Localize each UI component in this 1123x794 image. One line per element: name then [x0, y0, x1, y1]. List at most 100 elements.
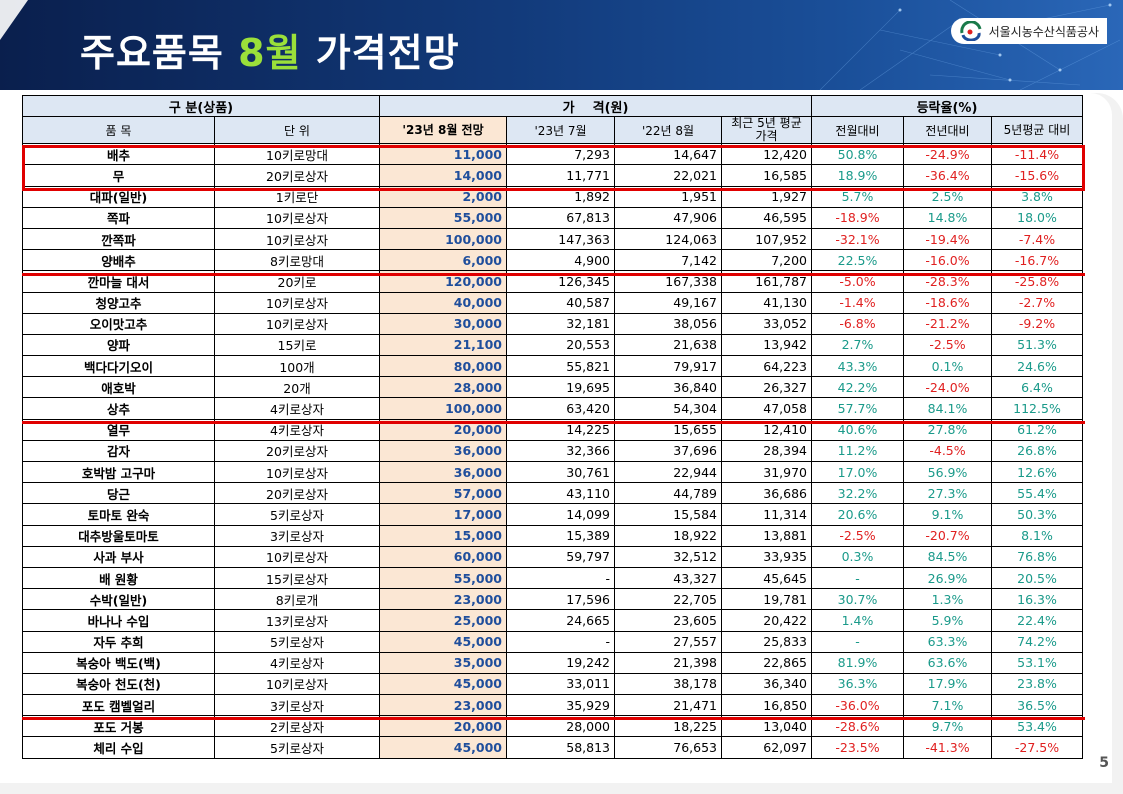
cell-vs5: 8.1% [991, 524, 1083, 547]
cell-item: 자두 추희 [22, 630, 215, 653]
cell-forecast: 57,000 [379, 482, 507, 505]
cell-aug22: 47,906 [614, 206, 722, 229]
cell-vs5: -11.4% [991, 143, 1083, 166]
cell-item: 복숭아 백도(백) [22, 651, 215, 674]
cell-aug22: 49,167 [614, 291, 722, 314]
cell-aug22: 32,512 [614, 545, 722, 568]
cell-yoy: 1.3% [903, 588, 992, 611]
cell-aug22: 38,056 [614, 312, 722, 335]
cell-vs5: 74.2% [991, 630, 1083, 653]
cell-unit: 4키로상자 [214, 397, 380, 420]
cell-vs5: 23.8% [991, 672, 1083, 696]
cell-jul23: 14,099 [506, 503, 615, 526]
cell-yoy: -24.0% [903, 376, 992, 399]
cell-unit: 8키로망대 [214, 249, 380, 272]
table-row: 애호박 20개 28,000 19,695 36,840 26,327 42.2% -24.0… [22, 376, 1083, 399]
cell-avg5: 33,052 [721, 312, 812, 335]
price-forecast-table: 구 분(상품) 가 격(원) 등락율(%) 품 목 단 위 '23년 8월 전망… [22, 94, 1083, 759]
cell-mom: 43.3% [811, 355, 904, 378]
cell-aug22: 124,063 [614, 227, 722, 251]
cell-yoy: 84.1% [903, 397, 992, 420]
table-row: 자두 추희 5키로상자 45,000-27,557 25,833-63.3% 74.2% [22, 630, 1083, 653]
cell-item: 깐쪽파 [22, 227, 215, 251]
cell-unit: 15키로상자 [214, 566, 380, 590]
cell-forecast: 25,000 [379, 609, 507, 632]
cell-aug22: 21,638 [614, 333, 722, 357]
cell-mom: -1.4% [811, 291, 904, 314]
header-banner: 주요품목 8월 가격전망 서울시농수산식품공사 [0, 0, 1123, 90]
cell-jul23: - [506, 566, 615, 590]
cell-jul23: 58,813 [506, 736, 615, 759]
cell-forecast: 21,100 [379, 333, 507, 357]
cell-unit: 20키로상자 [214, 164, 380, 187]
cell-mom: 30.7% [811, 588, 904, 611]
cell-jul23: 147,363 [506, 227, 615, 251]
cell-yoy: 9.1% [903, 503, 992, 526]
cell-avg5: 31,970 [721, 460, 812, 484]
cell-aug22: 15,584 [614, 503, 722, 526]
cell-mom: -23.5% [811, 736, 904, 759]
cell-mom: -6.8% [811, 312, 904, 335]
cell-yoy: -19.4% [903, 227, 992, 251]
cell-aug22: 79,917 [614, 355, 722, 378]
cell-item: 사과 부사 [22, 545, 215, 568]
cell-vs5: 51.3% [991, 333, 1083, 357]
cell-avg5: 36,340 [721, 672, 812, 696]
cell-aug22: 76,653 [614, 736, 722, 759]
page-number: 5 [1099, 755, 1109, 771]
cell-item: 애호박 [22, 376, 215, 399]
cell-jul23: 15,389 [506, 524, 615, 547]
cell-forecast: 15,000 [379, 524, 507, 547]
table-row: 감자 20키로상자 36,000 32,366 37,696 28,394 11.2% -4.… [22, 439, 1083, 463]
table-body: 배추 10키로망대 11,000 7,293 14,647 12,420 50.8% -24.… [22, 143, 1083, 759]
cell-forecast: 20,000 [379, 418, 507, 441]
table-row: 바나나 수입 13키로상자 25,000 24,665 23,605 20,422 1.4%… [22, 609, 1083, 632]
cell-forecast: 55,000 [379, 566, 507, 590]
cell-unit: 10키로상자 [214, 460, 380, 484]
cell-yoy: 7.1% [903, 694, 992, 717]
cell-mom: 50.8% [811, 143, 904, 166]
cell-item: 수박(일반) [22, 588, 215, 611]
cell-item: 복숭아 천도(천) [22, 672, 215, 696]
cell-yoy: 26.9% [903, 566, 992, 590]
cell-unit: 10키로상자 [214, 291, 380, 314]
table-row: 당근 20키로상자 57,000 43,110 44,789 36,686 32.2% 27.… [22, 482, 1083, 505]
table-row: 쪽파 10키로상자 55,000 67,813 47,906 46,595 -18.9% 14… [22, 206, 1083, 229]
table-row: 사과 부사 10키로상자 60,000 59,797 32,512 33,935 0.3% 8… [22, 545, 1083, 568]
cell-jul23: 4,900 [506, 249, 615, 272]
cell-mom: 32.2% [811, 482, 904, 505]
table-row: 복숭아 천도(천) 10키로상자 45,000 33,011 38,178 36,340 3… [22, 672, 1083, 696]
cell-forecast: 35,000 [379, 651, 507, 674]
cell-mom: 1.4% [811, 609, 904, 632]
cell-aug22: 18,922 [614, 524, 722, 547]
col-header-unit: 단 위 [214, 116, 380, 145]
cell-unit: 10키로상자 [214, 227, 380, 251]
cell-avg5: 45,645 [721, 566, 812, 590]
cell-forecast: 6,000 [379, 249, 507, 272]
cell-jul23: 7,293 [506, 143, 615, 166]
cell-mom: -32.1% [811, 227, 904, 251]
cell-mom: 17.0% [811, 460, 904, 484]
table-row: 수박(일반) 8키로개 23,000 17,596 22,705 19,781 30.7% 1… [22, 588, 1083, 611]
cell-vs5: 18.0% [991, 206, 1083, 229]
cell-yoy: 14.8% [903, 206, 992, 229]
cell-jul23: 67,813 [506, 206, 615, 229]
cell-vs5: 20.5% [991, 566, 1083, 590]
cell-item: 대추방울토마토 [22, 524, 215, 547]
col-header-item: 품 목 [22, 116, 215, 145]
cell-item: 쪽파 [22, 206, 215, 229]
cell-forecast: 23,000 [379, 588, 507, 611]
cell-unit: 5키로상자 [214, 503, 380, 526]
group-header-price: 가 격(원) [379, 94, 812, 118]
cell-avg5: 28,394 [721, 439, 812, 463]
cell-unit: 20키로상자 [214, 439, 380, 463]
cell-avg5: 36,686 [721, 482, 812, 505]
org-logo: 서울시농수산식품공사 [950, 18, 1107, 44]
col-header-yoy: 전년대비 [903, 116, 992, 145]
cell-unit: 100개 [214, 355, 380, 378]
table-row: 토마토 완숙 5키로상자 17,000 14,099 15,584 11,314 20.6%… [22, 503, 1083, 526]
table-row: 배 원황 15키로상자 55,000-43,327 45,645-26.9% 20.5% [22, 566, 1083, 590]
cell-item: 대파(일반) [22, 185, 215, 208]
cell-jul23: 17,596 [506, 588, 615, 611]
cell-jul23: 43,110 [506, 482, 615, 505]
